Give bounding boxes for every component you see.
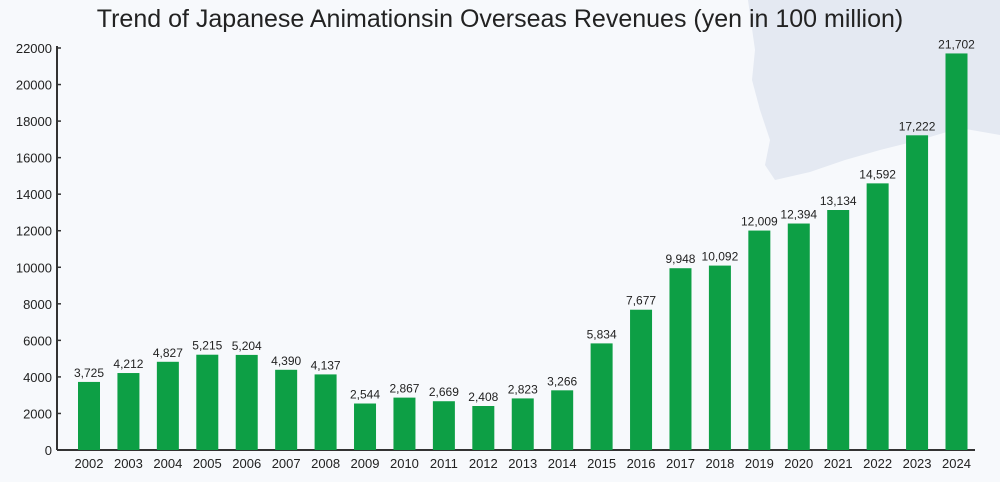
data-label: 4,827 [153, 346, 183, 360]
y-tick-label: 0 [45, 443, 52, 458]
bar-2012 [472, 405, 495, 450]
data-label: 2,669 [429, 385, 459, 399]
bar-2023 [906, 135, 929, 450]
x-tick-label: 2024 [942, 456, 971, 471]
y-tick-label: 16000 [16, 151, 52, 166]
bar-2005 [196, 354, 219, 450]
data-label: 4,212 [113, 357, 143, 371]
x-tick-label: 2018 [705, 456, 734, 471]
background-map-shape [748, 0, 1000, 180]
x-tick-label: 2009 [351, 456, 380, 471]
x-tick-label: 2022 [863, 456, 892, 471]
y-tick-label: 8000 [23, 297, 52, 312]
x-tick-label: 2023 [903, 456, 932, 471]
data-label: 17,222 [899, 119, 936, 133]
data-label: 12,394 [780, 208, 817, 222]
bar-2018 [708, 265, 731, 450]
x-tick-label: 2003 [114, 456, 143, 471]
x-tick-label: 2007 [272, 456, 301, 471]
x-tick-label: 2006 [232, 456, 261, 471]
data-label: 5,834 [587, 327, 617, 341]
x-tick-label: 2008 [311, 456, 340, 471]
data-label: 21,702 [938, 37, 975, 51]
x-tick-label: 2004 [153, 456, 182, 471]
y-tick-label: 22000 [16, 41, 52, 56]
y-tick-label: 14000 [16, 187, 52, 202]
data-label: 5,204 [232, 339, 262, 353]
bar-2006 [235, 354, 258, 450]
bars: 3,725 4,212 4,827 5,215 5,204 4,390 4,137 2,544… [74, 37, 975, 450]
data-label: 9,948 [665, 252, 695, 266]
bar-2017 [669, 268, 692, 450]
bar-2009 [354, 403, 377, 450]
data-label: 4,137 [311, 358, 341, 372]
x-tick-label: 2016 [627, 456, 656, 471]
bar-2015 [590, 343, 613, 450]
data-label: 2,408 [468, 390, 498, 404]
y-tick-label: 20000 [16, 78, 52, 93]
chart-title: Trend of Japanese Animationsin Overseas … [97, 5, 903, 33]
data-label: 2,867 [389, 382, 419, 396]
x-tick-label: 2019 [745, 456, 774, 471]
bar-2011 [432, 401, 455, 450]
bar-2021 [827, 210, 850, 450]
x-tick-label: 2012 [469, 456, 498, 471]
data-label: 14,592 [859, 167, 896, 181]
y-tick-label: 6000 [23, 333, 52, 348]
data-label: 3,266 [547, 374, 577, 388]
bar-2014 [551, 390, 574, 450]
axes: 0 2000 4000 6000 8000 10000 12000 14000 16000 180… [16, 41, 975, 471]
bar-2008 [314, 374, 337, 450]
bar-2013 [511, 398, 534, 450]
y-tick-label: 10000 [16, 260, 52, 275]
data-label: 2,823 [508, 382, 538, 396]
x-tick-label: 2005 [193, 456, 222, 471]
x-tick-label: 2013 [508, 456, 537, 471]
x-tick-label: 2010 [390, 456, 419, 471]
y-tick-label: 12000 [16, 224, 52, 239]
x-tick-label: 2015 [587, 456, 616, 471]
bar-2003 [117, 373, 140, 450]
x-tick-label: 2011 [430, 456, 458, 471]
bar-2022 [866, 183, 889, 450]
x-tick-label: 2017 [666, 456, 695, 471]
bar-2002 [78, 381, 100, 450]
y-tick-label: 4000 [23, 370, 52, 385]
data-label: 2,544 [350, 388, 380, 402]
bar-2016 [630, 309, 653, 450]
x-tick-label: 2014 [548, 456, 577, 471]
data-label: 7,677 [626, 294, 656, 308]
data-label: 12,009 [741, 215, 778, 229]
data-label: 13,134 [820, 194, 857, 208]
bar-2020 [787, 223, 810, 450]
y-tick-label: 2000 [23, 406, 52, 421]
data-label: 5,215 [192, 339, 222, 353]
x-tick-label: 2021 [824, 456, 853, 471]
x-tick-label: 2020 [784, 456, 813, 471]
bar-2010 [393, 397, 416, 450]
x-tick-label: 2002 [75, 456, 104, 471]
data-label: 3,725 [74, 366, 104, 380]
data-label: 4,390 [271, 354, 301, 368]
bar-2019 [748, 230, 771, 450]
bar-2004 [156, 361, 179, 450]
bar-2024 [945, 53, 968, 450]
bar-2007 [275, 369, 298, 450]
y-tick-label: 18000 [16, 114, 52, 129]
data-label: 10,092 [702, 250, 739, 264]
